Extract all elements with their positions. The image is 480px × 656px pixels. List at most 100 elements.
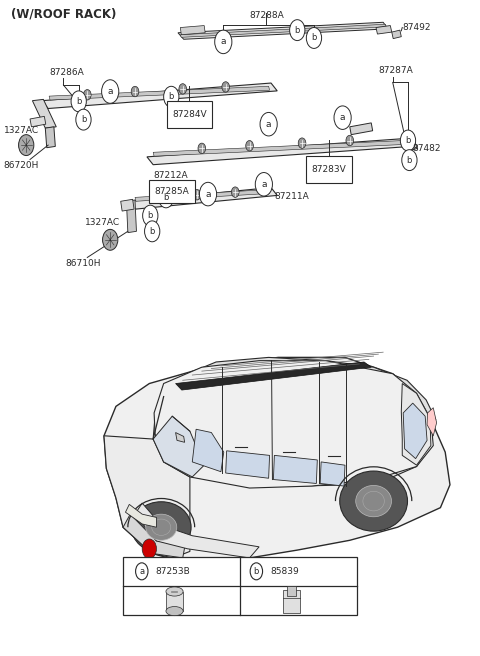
Circle shape <box>193 190 201 200</box>
Circle shape <box>158 187 174 208</box>
Circle shape <box>306 28 322 49</box>
Text: b: b <box>168 92 174 101</box>
Polygon shape <box>42 83 277 108</box>
Polygon shape <box>320 462 345 486</box>
Text: (W/ROOF RACK): (W/ROOF RACK) <box>11 8 116 21</box>
FancyBboxPatch shape <box>167 100 212 128</box>
Ellipse shape <box>132 502 191 553</box>
Text: 1327AC: 1327AC <box>4 126 39 134</box>
Circle shape <box>84 90 91 100</box>
Circle shape <box>71 91 86 112</box>
Text: 87211A: 87211A <box>275 192 310 201</box>
Text: 87288A: 87288A <box>250 11 284 20</box>
Polygon shape <box>126 200 136 233</box>
Circle shape <box>164 87 179 107</box>
Polygon shape <box>392 30 401 39</box>
Polygon shape <box>147 138 411 165</box>
Text: 87253B: 87253B <box>156 567 191 576</box>
Polygon shape <box>180 26 205 35</box>
Polygon shape <box>226 451 270 478</box>
Text: a: a <box>340 113 345 122</box>
Polygon shape <box>30 116 46 127</box>
Ellipse shape <box>166 607 183 616</box>
Text: 87283V: 87283V <box>312 165 346 174</box>
Text: 1327AC: 1327AC <box>85 218 120 228</box>
Circle shape <box>142 539 156 559</box>
Polygon shape <box>33 99 56 128</box>
Circle shape <box>215 30 232 54</box>
Circle shape <box>103 230 118 251</box>
Circle shape <box>222 82 229 92</box>
Polygon shape <box>153 416 204 477</box>
FancyBboxPatch shape <box>149 180 195 203</box>
Circle shape <box>144 221 160 242</box>
Polygon shape <box>135 190 270 201</box>
Polygon shape <box>192 429 224 472</box>
Circle shape <box>102 80 119 103</box>
Polygon shape <box>153 358 436 486</box>
Polygon shape <box>104 358 450 563</box>
Circle shape <box>246 140 253 151</box>
Polygon shape <box>104 436 190 558</box>
Polygon shape <box>180 24 386 37</box>
Polygon shape <box>274 455 317 483</box>
Bar <box>287 586 296 596</box>
Circle shape <box>199 182 216 206</box>
Text: a: a <box>108 87 113 96</box>
Polygon shape <box>123 514 185 558</box>
Text: 87212A: 87212A <box>153 171 188 180</box>
Polygon shape <box>376 26 392 34</box>
Polygon shape <box>45 127 55 148</box>
Polygon shape <box>153 140 404 156</box>
Text: 87286A: 87286A <box>49 68 84 77</box>
Circle shape <box>334 106 351 129</box>
Circle shape <box>143 205 158 226</box>
Polygon shape <box>427 407 437 436</box>
Text: b: b <box>407 155 412 165</box>
Circle shape <box>76 109 91 130</box>
Text: 87492: 87492 <box>402 23 431 32</box>
Circle shape <box>179 84 187 94</box>
Text: b: b <box>81 115 86 124</box>
Ellipse shape <box>146 514 177 541</box>
Text: b: b <box>163 193 168 202</box>
Ellipse shape <box>166 587 183 596</box>
Text: b: b <box>295 26 300 35</box>
Polygon shape <box>154 361 433 488</box>
Polygon shape <box>403 403 427 459</box>
Text: 87285A: 87285A <box>155 187 190 196</box>
Text: 87284V: 87284V <box>172 110 207 119</box>
Circle shape <box>289 20 305 41</box>
Text: a: a <box>139 567 144 576</box>
Text: 86720H: 86720H <box>4 161 39 171</box>
Text: b: b <box>76 97 82 106</box>
Circle shape <box>402 150 417 171</box>
Polygon shape <box>178 22 388 39</box>
Bar <box>123 557 357 615</box>
Polygon shape <box>125 504 156 527</box>
Text: a: a <box>220 37 226 47</box>
Circle shape <box>298 138 306 148</box>
Polygon shape <box>49 87 270 100</box>
Text: b: b <box>405 136 411 145</box>
Text: b: b <box>254 567 259 576</box>
Polygon shape <box>403 137 418 151</box>
Bar <box>283 590 300 613</box>
Text: b: b <box>312 33 317 43</box>
Circle shape <box>346 135 354 146</box>
Circle shape <box>198 143 205 154</box>
Circle shape <box>260 112 277 136</box>
FancyBboxPatch shape <box>306 155 352 183</box>
Circle shape <box>155 192 163 203</box>
Polygon shape <box>401 384 431 465</box>
Text: b: b <box>147 211 153 220</box>
Ellipse shape <box>356 485 392 517</box>
Circle shape <box>131 87 139 96</box>
Circle shape <box>400 130 416 151</box>
Polygon shape <box>135 503 259 558</box>
Text: a: a <box>205 190 211 199</box>
Circle shape <box>255 173 273 196</box>
Text: 85839: 85839 <box>270 567 299 576</box>
Circle shape <box>19 134 34 155</box>
Bar <box>166 592 183 611</box>
